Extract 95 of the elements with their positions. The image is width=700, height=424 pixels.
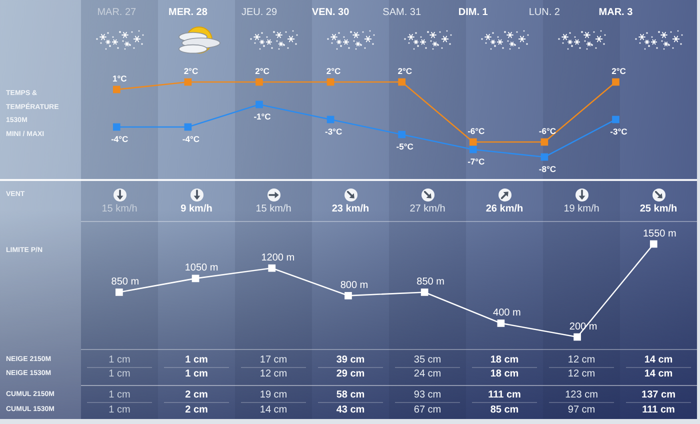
data-label: 800 m <box>340 280 368 291</box>
data-label: 15 km/h <box>256 203 292 214</box>
data-label: 400 m <box>493 307 521 318</box>
point <box>256 78 263 86</box>
point <box>469 138 477 146</box>
data-label: -5°C <box>396 141 414 152</box>
point <box>112 86 120 94</box>
data-label: 1550 m <box>642 228 676 240</box>
data-label: 85 cm <box>490 404 519 416</box>
data-label: 14 cm <box>644 368 673 380</box>
data-label: 12 cm <box>260 368 288 380</box>
data-label: 18 cm <box>490 368 519 380</box>
data-label: 27 km/h <box>410 203 446 214</box>
data-label: 19 cm <box>260 390 288 400</box>
data-label: 58 cm <box>336 390 365 400</box>
data-label: 2 cm <box>185 390 208 400</box>
data-label: 12 cm <box>568 368 596 380</box>
data-label: 35 cm <box>414 354 442 366</box>
data-label: 25 km/h <box>640 203 678 214</box>
point <box>344 292 352 300</box>
data-label: 2°C <box>612 66 626 76</box>
data-label: 1 cm <box>108 390 130 400</box>
data-label: 2°C <box>255 66 270 76</box>
point <box>398 130 406 138</box>
x-tick-label: SAM. 31 <box>382 6 422 18</box>
data-label: 1 cm <box>108 404 130 416</box>
data-label: 1°C <box>112 73 127 84</box>
point <box>326 116 334 124</box>
data-label: 2°C <box>326 66 341 76</box>
data-label: 111 cm <box>642 404 675 416</box>
point <box>256 100 263 108</box>
x-tick-label: JEU. 29 <box>241 6 278 18</box>
data-label: -3°C <box>324 126 342 136</box>
data-label: 93 cm <box>414 390 442 400</box>
data-label: 29 cm <box>336 368 365 380</box>
data-label: 17 cm <box>260 354 288 366</box>
x-tick-label: VEN. 30 <box>312 6 350 18</box>
data-label: 67 cm <box>414 404 442 416</box>
data-label: 2°C <box>184 66 198 76</box>
point <box>398 78 406 86</box>
point <box>574 333 581 341</box>
data-label: 1 cm <box>108 354 130 366</box>
data-label: -1°C <box>254 111 271 122</box>
data-label: 850 m <box>416 276 444 288</box>
data-label: 19 km/h <box>564 203 600 214</box>
data-label: -8°C <box>538 164 556 174</box>
point <box>326 78 334 86</box>
data-label: 24 cm <box>414 368 442 380</box>
x-tick-label: LUN. 2 <box>528 6 560 18</box>
data-label: 2°C <box>398 66 412 76</box>
point <box>420 288 428 296</box>
point <box>497 320 505 327</box>
point <box>116 288 123 296</box>
data-label: 850 m <box>111 276 140 288</box>
data-label: 1200 m <box>261 252 295 264</box>
data-label: -6°C <box>468 126 485 136</box>
point <box>650 240 658 248</box>
point <box>612 78 620 86</box>
x-tick-label: MAR. 3 <box>598 6 634 18</box>
point <box>540 138 548 146</box>
point <box>612 116 620 124</box>
data-label: 123 cm <box>565 390 598 400</box>
x-tick-label: MAR. 27 <box>97 6 137 18</box>
data-label: 23 km/h <box>332 203 370 214</box>
point <box>184 78 192 86</box>
point <box>540 153 548 161</box>
point <box>184 123 192 131</box>
data-label: 137 cm <box>642 390 676 400</box>
data-label: -6°C <box>538 126 556 136</box>
point <box>469 146 477 154</box>
point <box>112 123 120 131</box>
data-label: 18 cm <box>490 354 519 366</box>
data-label: 14 cm <box>644 354 673 366</box>
data-label: -4°C <box>111 134 128 144</box>
data-label: -7°C <box>468 156 485 166</box>
data-label: -3°C <box>610 126 628 136</box>
data-label: 111 cm <box>488 390 521 400</box>
data-label: 26 km/h <box>486 203 524 214</box>
data-label: -4°C <box>182 134 200 144</box>
x-tick-label: DIM. 1 <box>458 6 488 18</box>
data-label: 43 cm <box>336 404 365 416</box>
data-label: 1 cm <box>185 354 208 366</box>
data-label: 9 km/h <box>180 203 212 214</box>
data-label: 12 cm <box>568 354 596 366</box>
x-tick-label: MER. 28 <box>168 6 208 18</box>
point <box>192 274 200 282</box>
data-label: 97 cm <box>568 404 596 416</box>
point <box>268 264 276 272</box>
data-label: 1050 m <box>184 262 218 274</box>
data-label: 14 cm <box>260 404 288 416</box>
data-label: 1 cm <box>108 368 130 380</box>
data-label: 15 km/h <box>102 203 138 214</box>
data-label: 1 cm <box>185 368 208 380</box>
data-label: 39 cm <box>336 354 365 366</box>
data-label: 2 cm <box>185 404 208 416</box>
